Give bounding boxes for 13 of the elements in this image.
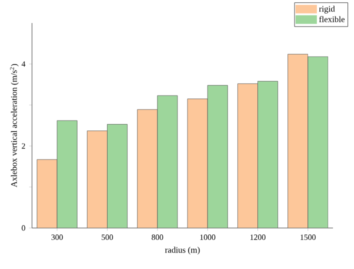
- x-axis-title: radius (m): [165, 246, 200, 254]
- x-tick-label: 1000: [200, 234, 216, 240]
- legend-label: rigid: [319, 6, 335, 14]
- y-tick-label: 2: [22, 143, 26, 149]
- x-tick-label: 500: [102, 234, 113, 240]
- y-axis-title: Axlebox vertical acceleration (m/s$^{2}$): [10, 64, 19, 188]
- y-tick-label: 4: [22, 61, 26, 67]
- x-tick-label: 1200: [250, 234, 266, 240]
- legend-label: flexible: [319, 16, 345, 22]
- x-tick-label: 1500: [300, 234, 316, 240]
- x-tick-label: 800: [152, 234, 164, 240]
- y-tick-label: 0: [22, 225, 26, 231]
- x-tick-label: 300: [51, 234, 63, 240]
